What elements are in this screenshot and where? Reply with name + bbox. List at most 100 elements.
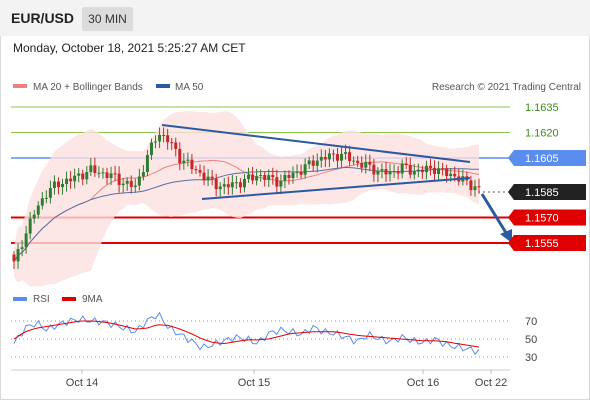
datetime-label: Monday, October 18, 2021 5:25:27 AM CET: [13, 41, 246, 55]
timeframe-button[interactable]: 30 MIN: [82, 7, 133, 31]
candle-body: [154, 141, 158, 143]
candle-body: [190, 159, 194, 170]
candle-body: [331, 153, 335, 155]
level-tag-1.1605: [514, 150, 586, 166]
candle-body: [210, 176, 214, 179]
candle-body: [48, 188, 52, 198]
ma50-legend-swatch: [156, 84, 170, 88]
rsi-level-label-50: 50: [525, 334, 537, 346]
candle-body: [113, 173, 117, 175]
candle-body: [178, 148, 182, 164]
rsi-line: [13, 311, 480, 356]
candle-body: [400, 163, 404, 174]
rsi-ma9-line: [13, 320, 480, 348]
candle-body: [226, 184, 230, 188]
candle-body: [364, 161, 368, 168]
candle-body: [368, 161, 372, 165]
bollinger-band-fill: [14, 111, 479, 287]
candle-body: [202, 172, 206, 181]
candle-body: [408, 165, 412, 175]
candle-body: [323, 156, 327, 160]
candle-body: [433, 167, 437, 174]
candle-body: [198, 170, 202, 173]
candle-body: [348, 152, 352, 162]
candle-body: [376, 170, 380, 175]
candle-body: [335, 154, 339, 161]
candle-body: [469, 180, 473, 191]
level-tag-pointer-1.1570: [508, 209, 514, 226]
candle-body: [372, 164, 376, 175]
ma9-legend-label: 9MA: [82, 294, 103, 305]
candle-body: [109, 173, 113, 179]
candle-body: [307, 160, 311, 165]
candle-body: [416, 169, 420, 172]
candle-body: [238, 182, 242, 188]
x-axis: Oct 14 Oct 15 Oct 16 Oct 22: [11, 369, 510, 389]
chart-legend: MA 20 + Bollinger Bands MA 50 Research ©…: [13, 82, 581, 93]
candle-body: [295, 171, 299, 173]
candle-body: [44, 197, 48, 199]
x-tick-label: Oct 22: [475, 377, 507, 389]
candle-body: [392, 171, 396, 173]
candle-body: [473, 186, 477, 191]
candle-body: [303, 164, 307, 175]
candle-body: [222, 184, 226, 187]
candle-body: [437, 168, 441, 174]
candle-body: [194, 169, 198, 171]
candle-body: [445, 168, 449, 176]
candle-body: [477, 186, 481, 188]
candle-body: [287, 174, 291, 178]
level-tag-pointer-1.1555: [508, 235, 514, 251]
candle-body: [315, 160, 319, 166]
candle-body: [441, 168, 445, 170]
candle-body: [247, 174, 251, 179]
candle-body: [319, 156, 323, 161]
candle-body: [133, 185, 137, 187]
chart-header: EUR/USD 30 MIN: [0, 0, 590, 36]
candle-body: [61, 183, 65, 188]
level-labels: 1.1635 1.1620 1.1605 1.1585 1.1570 1.1555: [508, 102, 586, 251]
level-label-1.1605: 1.1605: [525, 153, 559, 165]
candle-body: [56, 181, 60, 188]
candle-body: [52, 181, 56, 189]
candle-body: [32, 214, 36, 219]
candle-body: [360, 162, 364, 168]
candle-body: [384, 169, 388, 175]
candle-body: [166, 135, 170, 143]
bollinger-bands: [13, 111, 480, 287]
bb-legend-label: MA 20 + Bollinger Bands: [33, 82, 143, 93]
candle-body: [259, 175, 263, 176]
candle-body: [170, 142, 174, 144]
level-tag-1.1585: [514, 184, 586, 200]
candle-body: [20, 247, 24, 250]
candle-body: [36, 205, 40, 215]
candle-body: [24, 233, 28, 248]
candle-body: [65, 178, 69, 184]
candle-body: [121, 183, 125, 186]
candle-body: [40, 198, 44, 206]
candle-body: [16, 249, 20, 262]
candle-body: [263, 175, 267, 180]
candle-body: [412, 171, 416, 175]
candle-body: [73, 175, 77, 182]
candle-body: [251, 174, 255, 181]
candle-body: [85, 172, 89, 180]
rsi-legend-label: RSI: [33, 294, 50, 305]
candle-body: [149, 142, 153, 156]
candle-body: [69, 178, 73, 182]
ma50-legend-label: MA 50: [175, 82, 204, 93]
candle-body: [453, 173, 457, 177]
candle-body: [449, 173, 453, 176]
candle-body: [352, 160, 356, 162]
candle-body: [101, 172, 105, 174]
candle-body: [174, 142, 178, 149]
level-tag-1.1570: [514, 209, 586, 226]
candle-body: [81, 173, 85, 180]
candle-body: [206, 176, 210, 181]
candle-body: [388, 171, 392, 175]
rsi-legend-swatch: [13, 297, 27, 301]
candle-body: [428, 165, 432, 168]
level-label-1.1555: 1.1555: [525, 238, 559, 250]
candle-body: [89, 165, 93, 173]
